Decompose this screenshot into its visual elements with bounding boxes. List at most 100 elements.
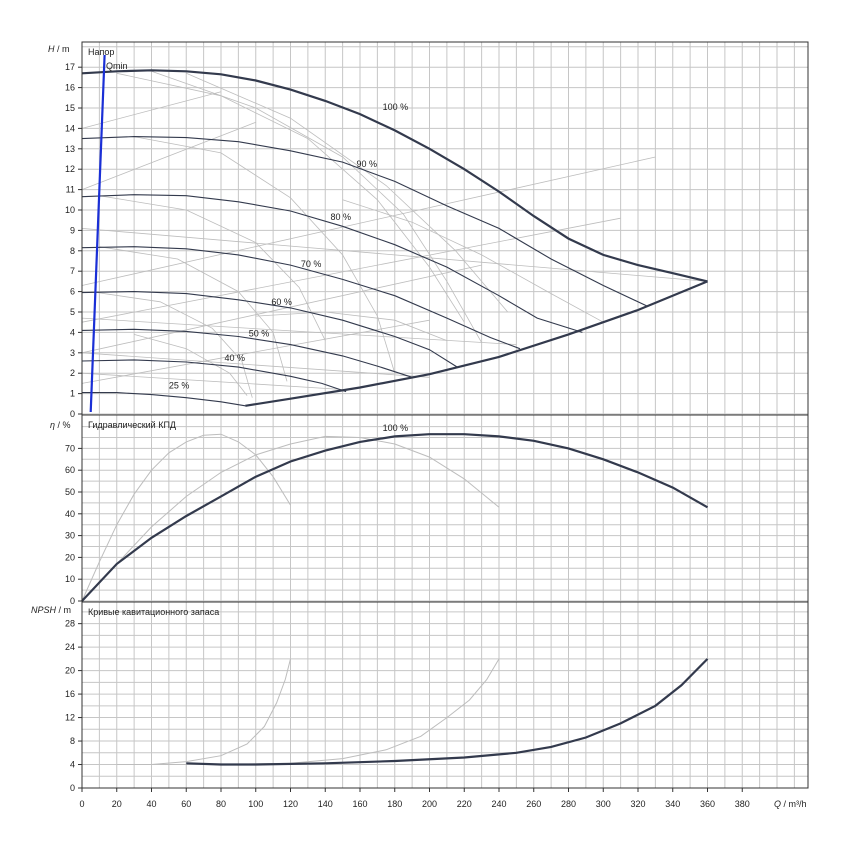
speed-curve <box>81 246 521 350</box>
speed-curve <box>81 136 647 307</box>
iso-curve <box>151 70 482 343</box>
iso-curve <box>186 72 509 313</box>
x-tick-label: 180 <box>387 799 402 809</box>
iso-line <box>81 317 517 345</box>
head-axis-unit: / m <box>55 44 70 54</box>
y-tick-label: 20 <box>65 552 75 562</box>
y-tick-label: 17 <box>65 62 75 72</box>
x-tick-label: 60 <box>181 799 191 809</box>
y-tick-label: 40 <box>65 509 75 519</box>
y-tick-label: 15 <box>65 103 75 113</box>
chart-labels: Напор Гидравлический КПД Кривые кавитаци… <box>31 44 807 809</box>
y-tick-label: 2 <box>70 368 75 378</box>
speed-curve-label: 100 % <box>383 102 409 112</box>
iso-line <box>81 121 256 190</box>
speed-curve-label: 50 % <box>249 328 270 338</box>
x-tick-label: 220 <box>457 799 472 809</box>
y-tick-label: 0 <box>70 409 75 419</box>
qmin-line <box>89 54 106 413</box>
head-axis-symbol: H <box>48 44 55 54</box>
x-tick-label: 160 <box>352 799 367 809</box>
auxiliary-curves <box>81 70 708 765</box>
y-tick-label: 10 <box>65 205 75 215</box>
npsh-curve <box>116 658 291 765</box>
x-tick-label: 20 <box>112 799 122 809</box>
y-tick-label: 12 <box>65 164 75 174</box>
speed-curve <box>81 359 347 393</box>
speed-curve-label: 90 % <box>357 159 378 169</box>
speed-curve-label: 40 % <box>224 353 245 363</box>
plot-frames <box>78 41 809 792</box>
efficiency-axis-unit: / % <box>55 420 71 430</box>
y-tick-label: 28 <box>65 619 75 629</box>
iso-curve <box>90 291 253 398</box>
flow-axis-symbol: Q <box>774 799 781 809</box>
iso-line <box>81 352 430 378</box>
iso-curve <box>255 311 448 341</box>
y-tick-label: 3 <box>70 348 75 358</box>
x-tick-label: 300 <box>596 799 611 809</box>
panel-frame <box>81 414 809 603</box>
speed-curve <box>82 392 246 407</box>
y-tick-label: 0 <box>70 783 75 793</box>
efficiency-curve-label: 100 % <box>383 423 409 433</box>
speed-curve-label: 25 % <box>169 381 190 391</box>
iso-curve <box>133 334 248 396</box>
flow-axis-label: Q / m³/h <box>774 799 807 809</box>
speed-curve <box>81 291 458 368</box>
y-tick-label: 16 <box>65 83 75 93</box>
iso-curve <box>99 246 288 382</box>
y-tick-label: 4 <box>70 760 75 770</box>
iso-curve <box>116 72 465 323</box>
y-tick-label: 16 <box>65 689 75 699</box>
iso-line <box>81 319 430 384</box>
npsh-panel-title: Кривые кавитационного запаса <box>88 607 219 617</box>
efficiency-curve <box>81 435 500 602</box>
efficiency-panel-title: Гидравлический КПД <box>88 420 176 430</box>
iso-curve <box>134 136 396 374</box>
y-tick-label: 14 <box>65 123 75 133</box>
panel-frame <box>81 601 809 789</box>
y-tick-label: 4 <box>70 327 75 337</box>
y-tick-label: 5 <box>70 307 75 317</box>
x-tick-label: 0 <box>79 799 84 809</box>
y-tick-label: 8 <box>70 246 75 256</box>
envelope-curve <box>245 280 708 407</box>
y-tick-label: 50 <box>65 487 75 497</box>
npsh-curve-main <box>186 658 709 766</box>
iso-line <box>81 264 482 354</box>
iso-curve <box>342 199 604 323</box>
x-tick-label: 380 <box>735 799 750 809</box>
iso-line <box>81 156 656 286</box>
y-tick-label: 20 <box>65 666 75 676</box>
y-tick-label: 12 <box>65 713 75 723</box>
efficiency-axis-symbol: η <box>50 420 55 430</box>
head-axis-label: H / m <box>48 44 70 54</box>
head-panel-title: Напор <box>88 47 114 57</box>
speed-curve <box>81 194 583 333</box>
efficiency-axis-label: η / % <box>50 420 71 430</box>
tick-labels: 0123456789101112131415161701020304050607… <box>65 62 750 809</box>
y-tick-label: 7 <box>70 266 75 276</box>
y-tick-label: 0 <box>70 596 75 606</box>
x-tick-label: 200 <box>422 799 437 809</box>
x-tick-label: 260 <box>526 799 541 809</box>
efficiency-curve-main <box>81 433 709 602</box>
y-tick-label: 6 <box>70 287 75 297</box>
speed-curve <box>81 328 413 378</box>
iso-line <box>81 228 708 282</box>
x-tick-label: 80 <box>216 799 226 809</box>
x-tick-label: 120 <box>283 799 298 809</box>
y-tick-label: 8 <box>70 736 75 746</box>
iso-curve <box>99 195 326 341</box>
y-tick-label: 10 <box>65 574 75 584</box>
npsh-axis-label: NPSH / m <box>31 605 71 615</box>
main-curves <box>81 54 709 766</box>
x-tick-label: 100 <box>248 799 263 809</box>
speed-curve-label: 60 % <box>271 297 292 307</box>
y-tick-label: 13 <box>65 144 75 154</box>
speed-curve-label: 70 % <box>301 259 322 269</box>
iso-line <box>81 91 222 129</box>
x-tick-label: 320 <box>630 799 645 809</box>
